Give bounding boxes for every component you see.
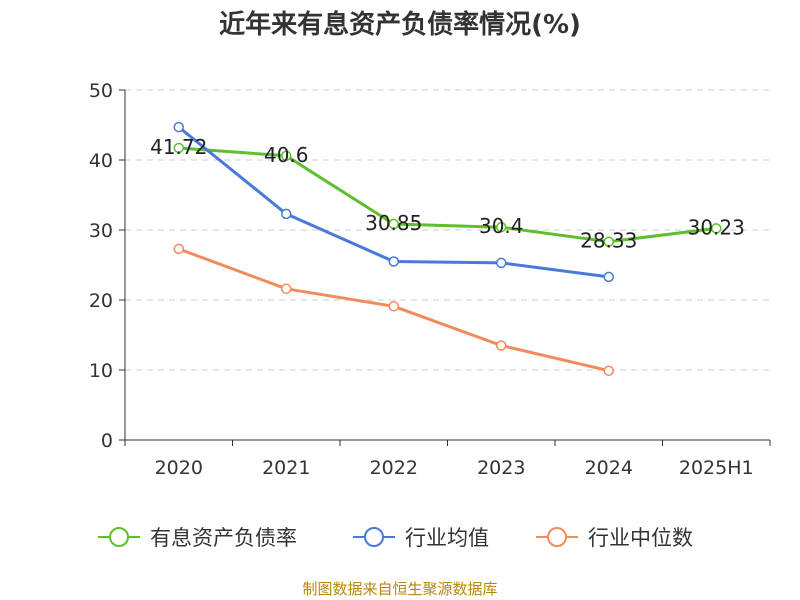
- point-0-1: [281, 150, 292, 162]
- x-tick-label-2021: 2021: [262, 457, 310, 479]
- point-1-0: [173, 121, 184, 133]
- legend: 有息资产负债率 行业均值 行业中位数: [98, 526, 693, 550]
- point-0-4: [603, 236, 614, 247]
- point-1-3: [496, 257, 507, 269]
- point-2-0: [173, 243, 184, 255]
- data-labels: 41.72 40.6 30.85 30.4 28.33 30.23: [150, 135, 745, 253]
- y-tick-label-10: 10: [89, 360, 113, 382]
- legend-marker-2: [547, 527, 567, 547]
- series-line-1: [177, 125, 609, 279]
- legend-label-1: 行业均值: [405, 526, 489, 550]
- legend-label-2: 行业中位数: [588, 526, 693, 550]
- point-1-2: [388, 256, 399, 267]
- point-0-3: [496, 221, 507, 233]
- y-tick-label-50: 50: [89, 80, 113, 102]
- x-tick-label-2024: 2024: [585, 457, 633, 479]
- y-tick-label-30: 30: [89, 220, 113, 242]
- point-2-3: [496, 340, 507, 351]
- series-group: [173, 121, 722, 376]
- point-0-2: [388, 218, 399, 230]
- point-1-1: [281, 208, 292, 220]
- y-tick-label-40: 40: [89, 150, 113, 172]
- data-label-4: 28.33: [580, 229, 637, 253]
- legend-marker-1: [364, 527, 384, 547]
- data-label-5: 30.23: [688, 215, 745, 239]
- point-1-4: [603, 271, 614, 283]
- point-2-4: [603, 365, 614, 376]
- y-tick-label-20: 20: [89, 290, 113, 312]
- source-note: 制图数据来自恒生聚源数据库: [302, 580, 498, 598]
- axes: 0 10 20 30 40 50 2020 2021 2022 2023 2024 2025H1: [89, 80, 771, 479]
- point-2-2: [388, 301, 399, 312]
- data-label-0: 41.72: [150, 135, 207, 159]
- point-2-1: [281, 283, 292, 295]
- legend-marker-0: [109, 527, 129, 547]
- x-tick-label-2022: 2022: [370, 457, 418, 479]
- point-0-5: [711, 223, 722, 234]
- series-line-0: [178, 146, 717, 244]
- x-tick-label-2020: 2020: [155, 457, 203, 479]
- grid-lines: [125, 89, 770, 371]
- data-label-2: 30.85: [365, 211, 422, 235]
- x-tick-label-2023: 2023: [477, 457, 525, 479]
- point-0-0: [173, 142, 184, 154]
- legend-label-0: 有息资产负债率: [150, 526, 297, 550]
- chart-title: 近年来有息资产负债率情况(%): [219, 10, 581, 40]
- y-tick-label-0: 0: [101, 430, 113, 452]
- x-tick-label-2025H1: 2025H1: [679, 457, 754, 479]
- data-label-1: 40.6: [264, 143, 309, 167]
- data-label-3: 30.4: [479, 214, 524, 238]
